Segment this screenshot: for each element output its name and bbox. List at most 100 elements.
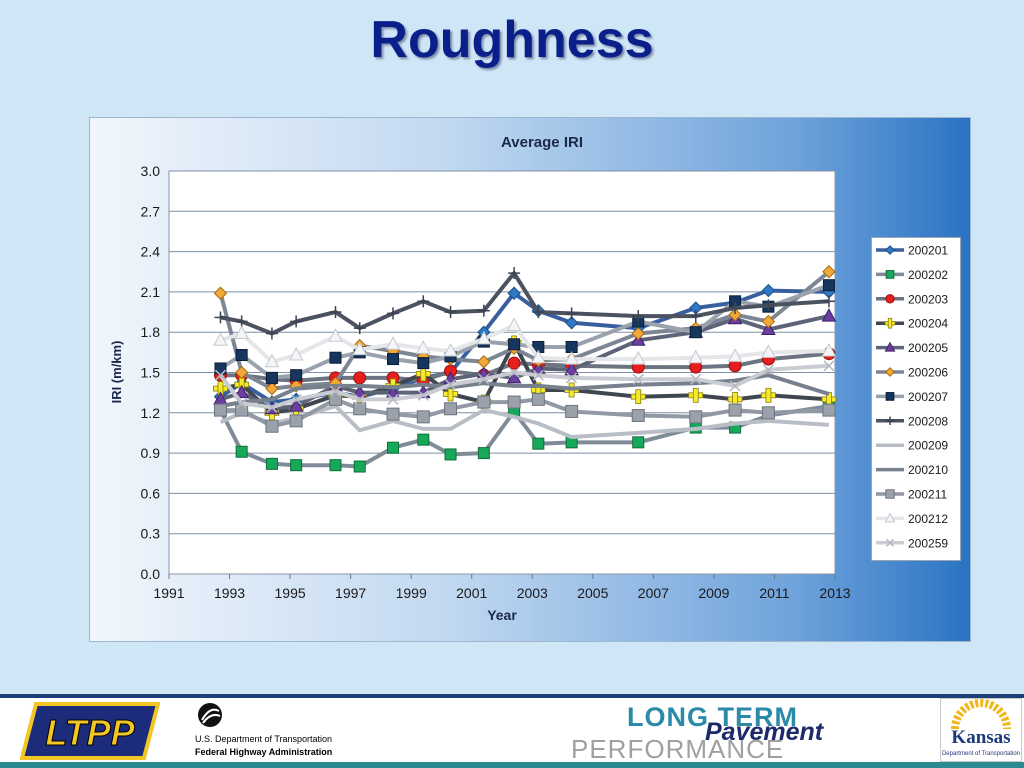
footer-top-rule — [0, 694, 1024, 698]
data-point — [387, 393, 399, 405]
data-point — [417, 357, 430, 370]
legend-label: 200212 — [908, 512, 948, 526]
legend-label: 200210 — [908, 463, 948, 477]
data-point — [507, 356, 521, 370]
data-point — [477, 447, 490, 460]
long-term-pavement-performance-logo: LONG TERM Pavement PERFORMANCE — [565, 700, 925, 764]
data-point — [630, 389, 646, 405]
data-point — [235, 349, 248, 362]
data-point — [352, 341, 368, 356]
data-point — [885, 367, 895, 377]
svg-text:LTPP: LTPP — [45, 712, 135, 753]
data-point — [821, 342, 837, 357]
data-point — [213, 332, 228, 346]
data-point — [264, 353, 280, 368]
data-point — [353, 460, 366, 473]
data-point — [443, 342, 458, 357]
data-point — [532, 369, 544, 381]
data-point — [632, 436, 645, 449]
data-point — [823, 360, 835, 372]
series-line — [220, 373, 830, 409]
legend-item: 200203 — [876, 292, 948, 306]
x-tick-label: 2009 — [698, 585, 729, 601]
data-point — [885, 294, 895, 304]
series-line — [218, 363, 830, 410]
ltp-long-term-text: LONG TERM — [627, 702, 798, 732]
data-point — [729, 380, 741, 392]
chart-panel: 0.0 0.3 0.6 0.9 1.2 1.5 1.8 2.1 2.4 2.7 3.0 1991 199… — [89, 117, 971, 642]
data-point — [885, 489, 895, 499]
data-point — [532, 437, 545, 450]
series-200259 — [214, 360, 835, 413]
y-tick-label: 1.5 — [141, 365, 161, 381]
data-point — [508, 366, 520, 379]
fhwa-name: Federal Highway Administration — [195, 747, 333, 757]
data-point — [417, 295, 430, 308]
y-tick-label: 0.0 — [141, 566, 161, 582]
data-point — [885, 538, 895, 547]
data-point — [761, 406, 775, 420]
data-point — [821, 308, 837, 322]
data-point — [353, 322, 366, 335]
data-point — [762, 364, 774, 376]
data-point — [565, 307, 578, 320]
data-point — [885, 392, 895, 401]
footer-banner: LTPP U.S. Department of Transportation F… — [0, 694, 1024, 768]
data-point — [288, 346, 304, 361]
x-axis-label: Year — [487, 607, 517, 623]
data-point — [885, 270, 895, 279]
line-chart: 0.0 0.3 0.6 0.9 1.2 1.5 1.8 2.1 2.4 2.7 3.0 1991 199… — [109, 134, 851, 623]
data-point — [506, 369, 522, 384]
data-point — [884, 317, 896, 329]
data-point — [761, 314, 776, 329]
x-tick-label: 2005 — [577, 585, 608, 601]
data-point — [445, 379, 457, 391]
data-point — [564, 316, 579, 330]
x-tick-label: 2013 — [819, 585, 850, 601]
data-point — [631, 408, 645, 422]
data-point — [822, 279, 835, 292]
data-point — [235, 315, 248, 328]
kansas-sunflower-icon: Kansas Department of Transportation — [942, 699, 1020, 757]
series-line — [220, 271, 830, 336]
x-tick-label: 1991 — [153, 585, 184, 601]
data-point — [508, 338, 521, 351]
data-point — [234, 384, 249, 399]
data-point — [266, 401, 278, 413]
data-point — [885, 245, 895, 255]
data-point — [632, 310, 645, 323]
data-point — [328, 328, 343, 342]
legend-item: 200204 — [876, 317, 948, 331]
footer-bottom-rule — [0, 762, 1024, 768]
data-point — [329, 351, 342, 364]
series-200208 — [214, 267, 835, 340]
data-point — [444, 448, 457, 461]
legend-item: 200259 — [876, 536, 948, 550]
x-tick-label: 1995 — [275, 585, 306, 601]
kansas-name: Kansas — [951, 727, 1010, 748]
data-point — [417, 389, 429, 401]
legend-item: 200210 — [876, 463, 948, 477]
ltpp-logo: LTPP — [20, 702, 160, 760]
legend-item: 200202 — [876, 268, 948, 282]
data-point — [689, 326, 702, 339]
legend-label: 200211 — [908, 488, 947, 502]
data-point — [444, 306, 457, 319]
data-point — [564, 361, 579, 376]
data-point — [507, 286, 521, 300]
data-point — [387, 441, 400, 454]
y-axis-label: IRI (m/km) — [109, 341, 124, 404]
legend-label: 200202 — [908, 268, 948, 282]
usdot-name: U.S. Department of Transportation — [195, 734, 333, 744]
data-point — [265, 419, 279, 433]
data-point — [477, 304, 490, 317]
data-point — [213, 403, 227, 417]
data-point — [477, 395, 491, 409]
data-point — [265, 381, 279, 396]
series-200212 — [213, 317, 837, 368]
data-point — [478, 373, 490, 385]
data-point — [265, 327, 278, 340]
slide-title: Roughness — [370, 11, 654, 69]
usdot-emblem-icon — [198, 703, 222, 727]
y-tick-label: 1.2 — [141, 405, 161, 421]
